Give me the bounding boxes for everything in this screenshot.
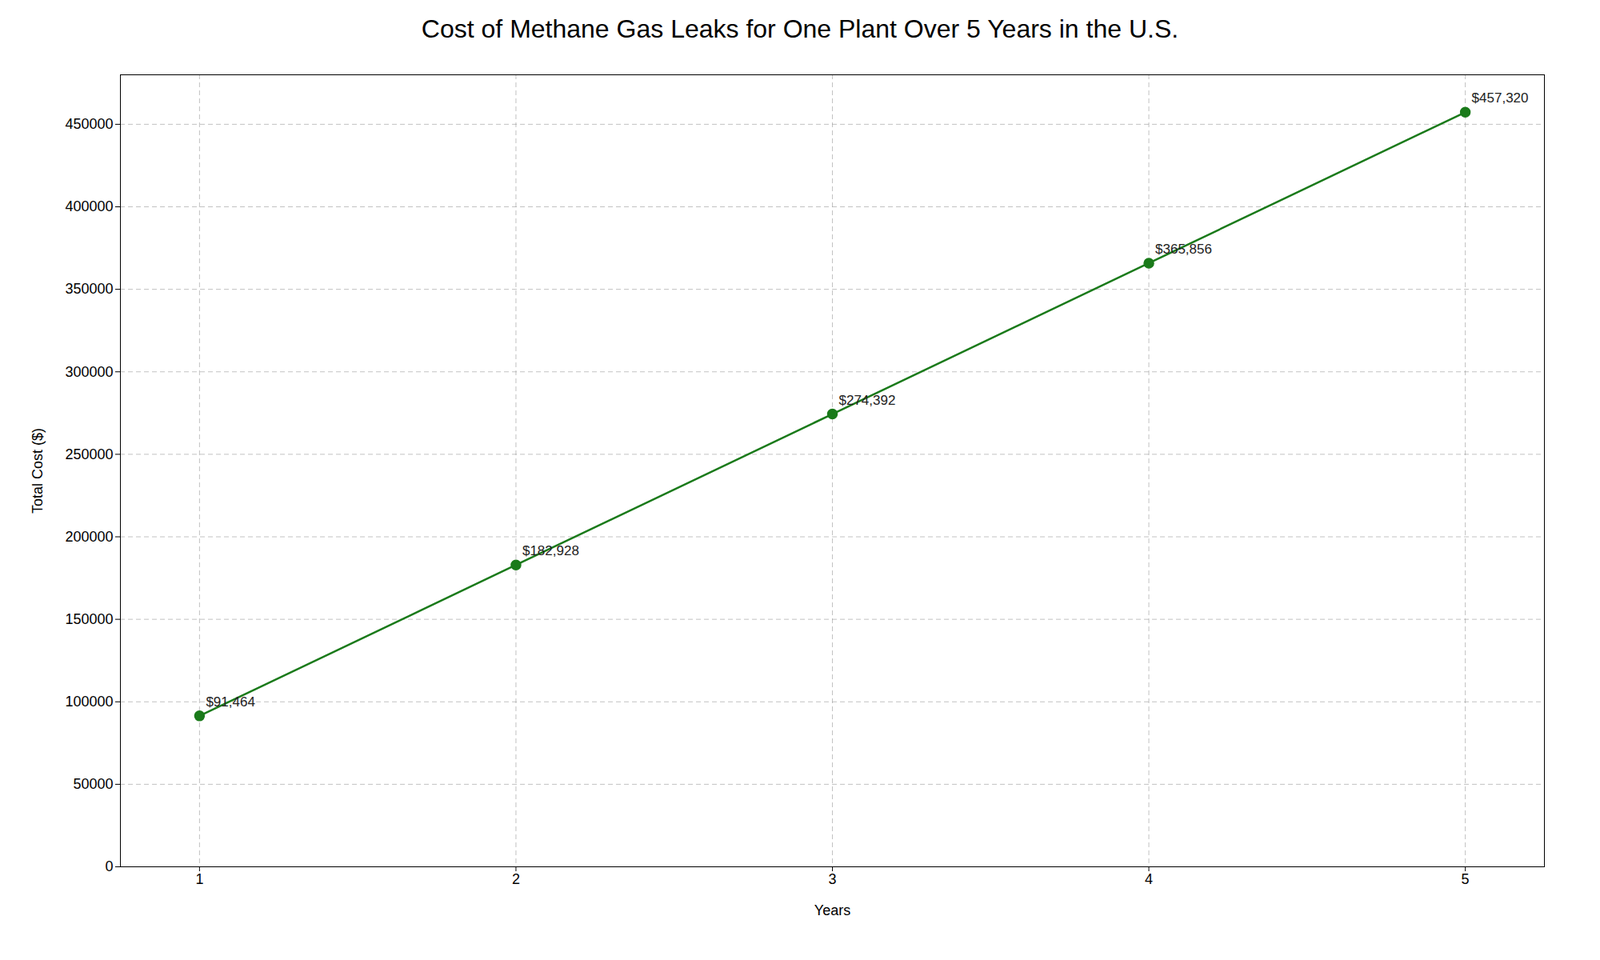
svg-text:0: 0 (104, 858, 113, 875)
svg-text:3: 3 (828, 871, 836, 888)
svg-text:400000: 400000 (64, 198, 113, 215)
svg-text:50000: 50000 (72, 776, 113, 792)
svg-text:$182,928: $182,928 (522, 543, 580, 559)
svg-text:$91,464: $91,464 (205, 694, 255, 710)
svg-text:5: 5 (1461, 871, 1470, 888)
svg-text:1: 1 (195, 871, 204, 888)
svg-text:2: 2 (512, 871, 520, 888)
svg-text:$365,856: $365,856 (1155, 241, 1212, 257)
html-text:Cost of Methane Gas Leaks for: Cost of Methane Gas Leaks for One Plant … (421, 14, 1179, 44)
svg-text:100000: 100000 (64, 693, 113, 710)
svg-text:300000: 300000 (64, 364, 113, 380)
svg-text:250000: 250000 (64, 446, 113, 463)
svg-text:$457,320: $457,320 (1472, 90, 1529, 106)
svg-text:$274,392: $274,392 (839, 392, 896, 408)
svg-text:350000: 350000 (64, 280, 113, 297)
svg-text:200000: 200000 (64, 528, 113, 545)
svg-text:4: 4 (1144, 871, 1153, 888)
svg-text:Total Cost ($): Total Cost ($) (29, 428, 46, 514)
svg-text:Years: Years (814, 902, 851, 919)
svg-text:450000: 450000 (64, 116, 113, 132)
svg-text:150000: 150000 (64, 611, 113, 628)
